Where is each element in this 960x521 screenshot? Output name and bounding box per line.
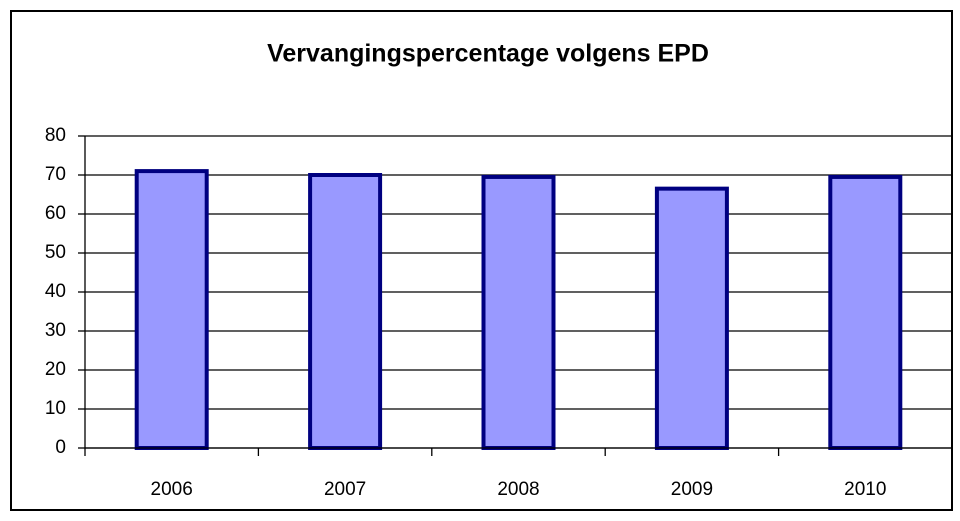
y-tick-label: 50 <box>45 242 66 263</box>
y-tick-label: 10 <box>45 398 66 419</box>
y-tick-label: 60 <box>45 203 66 224</box>
x-tick-label: 2006 <box>151 479 193 500</box>
bar <box>308 173 383 450</box>
y-tick-label: 20 <box>45 359 66 380</box>
y-tick-label: 70 <box>45 164 66 185</box>
x-tick-label: 2009 <box>671 479 713 500</box>
y-tick-label: 0 <box>55 437 66 458</box>
bar <box>134 169 209 450</box>
y-tick-label: 40 <box>45 281 66 302</box>
x-tick-label: 2010 <box>844 479 886 500</box>
x-tick-label: 2007 <box>324 479 366 500</box>
chart-title: Vervangingspercentage volgens EPD <box>267 40 709 68</box>
y-tick-label: 80 <box>45 125 66 146</box>
bar <box>481 174 556 450</box>
bar <box>654 186 729 450</box>
x-tick-label: 2008 <box>497 479 539 500</box>
bar <box>828 174 903 450</box>
y-tick-label: 30 <box>45 320 66 341</box>
